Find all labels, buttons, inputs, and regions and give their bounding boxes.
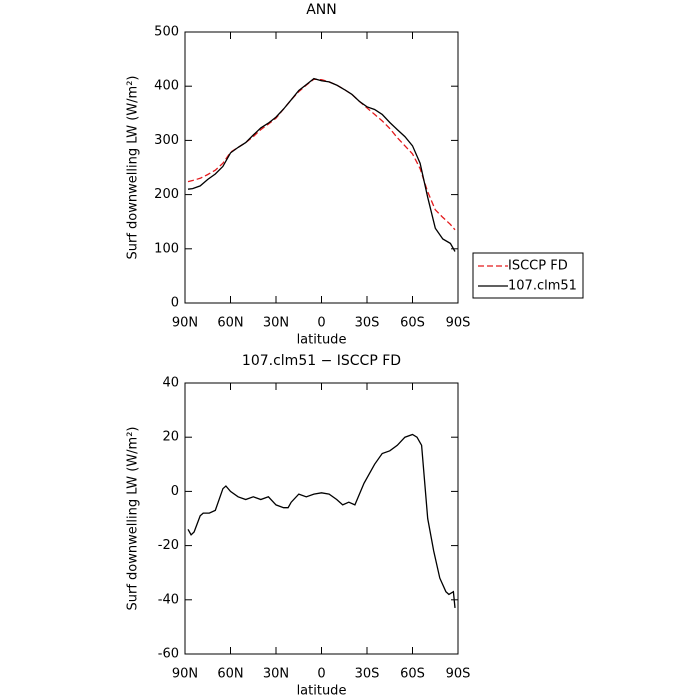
chart-title: ANN [306, 2, 337, 18]
y-tick-label: 0 [171, 484, 179, 499]
y-tick-label: 200 [154, 187, 179, 202]
x-tick-label: 30S [355, 667, 380, 682]
x-tick-label: 60S [400, 316, 425, 331]
x-tick-label: 60S [400, 667, 425, 682]
x-tick-label: 30S [355, 316, 380, 331]
legend-label: ISCCP FD [508, 259, 568, 274]
x-tick-label: 60N [217, 667, 243, 682]
y-tick-label: -60 [158, 647, 179, 662]
y-tick-label: 40 [162, 376, 179, 391]
x-tick-label: 90N [172, 667, 198, 682]
data-line [187, 78, 456, 231]
y-tick-label: 100 [154, 241, 179, 256]
y-tick-label: -40 [158, 592, 179, 607]
plot-frame [184, 382, 459, 655]
x-axis-label: latitude [297, 333, 347, 348]
plot-frame [184, 31, 459, 304]
x-tick-label: 0 [317, 316, 325, 331]
y-axis-label: Surf downwelling LW (W/m²) [126, 427, 141, 611]
y-tick-label: 400 [154, 79, 179, 94]
data-line [187, 433, 456, 608]
y-tick-label: 20 [162, 430, 179, 445]
data-line [187, 77, 456, 252]
x-tick-label: 60N [217, 316, 243, 331]
y-tick-label: 500 [154, 25, 179, 40]
x-tick-label: 0 [317, 667, 325, 682]
y-tick-label: -20 [158, 538, 179, 553]
x-tick-label: 90S [446, 667, 471, 682]
y-axis-label: Surf downwelling LW (W/m²) [126, 76, 141, 260]
x-axis-label: latitude [297, 684, 347, 699]
x-tick-label: 90S [446, 316, 471, 331]
chart-title: 107.clm51 − ISCCP FD [242, 353, 401, 369]
x-tick-label: 30N [263, 316, 289, 331]
x-tick-label: 30N [263, 667, 289, 682]
legend-label: 107.clm51 [508, 279, 577, 294]
x-tick-label: 90N [172, 316, 198, 331]
legend-box [472, 252, 584, 299]
y-tick-label: 0 [171, 296, 179, 311]
y-tick-label: 300 [154, 133, 179, 148]
